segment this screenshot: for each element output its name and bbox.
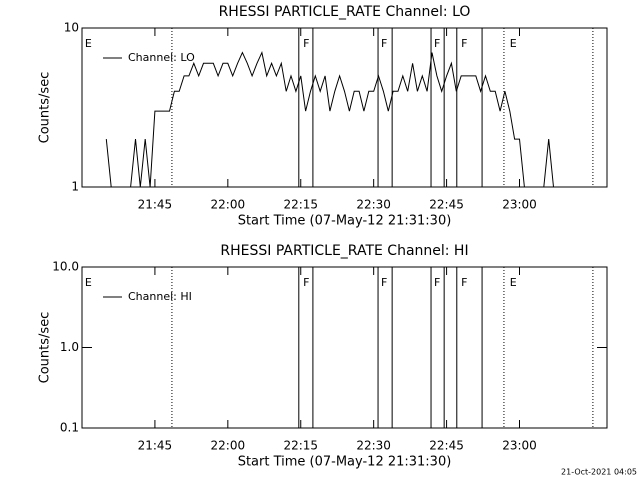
x-tick-label: 22:00 <box>211 439 246 453</box>
x-tick-label: 22:15 <box>283 439 318 453</box>
data-line <box>105 51 569 188</box>
chart-title: RHESSI PARTICLE_RATE Channel: LO <box>219 4 471 20</box>
y-axis-label: Counts/sec <box>38 72 53 144</box>
x-tick-label: 21:45 <box>138 198 173 212</box>
flag-label: F <box>303 37 309 50</box>
x-tick-label: 22:45 <box>429 439 464 453</box>
chart-title: RHESSI PARTICLE_RATE Channel: HI <box>220 243 468 259</box>
x-tick-label: 22:30 <box>356 198 391 212</box>
x-tick-label: 23:00 <box>502 198 537 212</box>
y-tick-label: 10 <box>64 21 79 35</box>
flag-label: E <box>85 37 92 50</box>
flag-label: F <box>381 37 387 50</box>
plot-frame <box>81 27 608 188</box>
flag-label: E <box>510 37 517 50</box>
x-tick-label: 21:45 <box>138 439 173 453</box>
x-tick-label: 22:00 <box>211 198 246 212</box>
x-axis-label: Start Time (07-May-12 21:31:30) <box>238 214 452 229</box>
x-tick-label: 22:45 <box>429 198 464 212</box>
footer: 21-Oct-2021 04:05 <box>561 468 637 477</box>
flag-label: F <box>461 37 467 50</box>
flag-label: F <box>381 276 387 289</box>
flag-label: F <box>434 37 440 50</box>
flag-label: F <box>461 276 467 289</box>
y-axis-label: Counts/sec <box>38 312 53 384</box>
y-tick-label: 1 <box>71 180 79 194</box>
y-tick-label: 10.0 <box>52 260 79 274</box>
flag-label: E <box>510 276 517 289</box>
flag-label: F <box>303 276 309 289</box>
flag-label: E <box>85 276 92 289</box>
x-axis-label: Start Time (07-May-12 21:31:30) <box>238 455 452 470</box>
legend-label: Channel: LO <box>128 51 195 64</box>
x-tick-label: 22:15 <box>283 198 318 212</box>
flag-label: F <box>434 276 440 289</box>
y-tick-label: 0.1 <box>60 421 79 435</box>
x-tick-label: 23:00 <box>502 439 537 453</box>
y-tick-label: 1.0 <box>60 340 79 354</box>
legend-label: Channel: HI <box>128 290 192 303</box>
x-tick-label: 22:30 <box>356 439 391 453</box>
